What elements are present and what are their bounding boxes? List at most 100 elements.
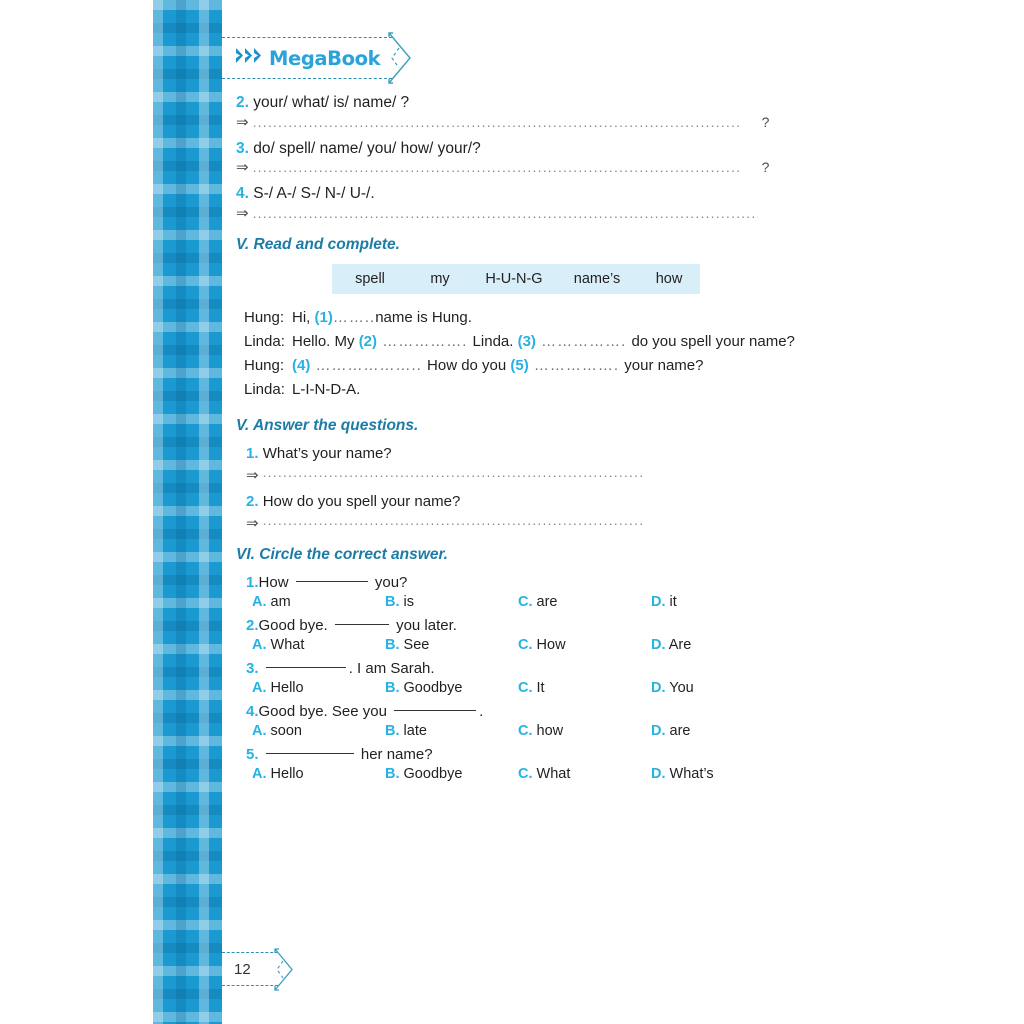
mcq-option-text: Hello bbox=[270, 679, 304, 696]
mcq-stem-after: you? bbox=[370, 573, 408, 591]
dialogue-blank-number[interactable]: (1) bbox=[314, 308, 333, 326]
mcq-blank[interactable] bbox=[295, 580, 368, 582]
section-heading-circle-answer: VI. Circle the correct answer. bbox=[236, 545, 448, 563]
mcq-option[interactable]: C. how bbox=[518, 723, 651, 739]
answer-dots: ........................................… bbox=[252, 159, 742, 175]
mcq-option[interactable]: D. it bbox=[651, 594, 784, 610]
mcq-option-letter: D. bbox=[651, 679, 666, 696]
mcq-stem-after: . bbox=[479, 702, 484, 720]
answer-dots: ........................................… bbox=[252, 113, 742, 130]
dialogue-dots[interactable]: ……………….. bbox=[310, 357, 428, 375]
mcq-option[interactable]: A. Hello bbox=[252, 680, 385, 696]
mcq-stem-after: her name? bbox=[356, 745, 433, 763]
mcq-stem-before bbox=[259, 660, 263, 677]
mcq-option-text: is bbox=[403, 593, 415, 610]
dialogue-blank-number[interactable]: (3) bbox=[517, 332, 536, 350]
mcq-option-letter: C. bbox=[518, 593, 533, 610]
mcq-option-letter: C. bbox=[518, 765, 533, 782]
dialogue-dots[interactable]: ……………. bbox=[535, 332, 632, 350]
mcq-option-letter: C. bbox=[518, 679, 533, 696]
answer-line[interactable]: ⇒ ......................................… bbox=[236, 113, 936, 131]
dialogue-part: L-I-N-D-A. bbox=[292, 381, 361, 399]
ribbon-tail-icon bbox=[388, 31, 424, 85]
mcq-option[interactable]: C. It bbox=[518, 680, 651, 696]
mcq-option-letter: A. bbox=[252, 679, 267, 696]
question-line: 1. What’s your name? bbox=[246, 445, 936, 462]
mcq-option[interactable]: A. am bbox=[252, 594, 385, 610]
mcq-stem: 5. her name? bbox=[246, 746, 936, 763]
mcq-blank[interactable] bbox=[265, 752, 354, 754]
mcq-stem: 1.How you? bbox=[246, 574, 936, 591]
mcq-option[interactable]: B. See bbox=[385, 637, 518, 653]
mcq-stem-before bbox=[259, 746, 263, 763]
mcq-blank[interactable] bbox=[394, 709, 477, 711]
dialogue-dots[interactable]: ……………. bbox=[528, 357, 625, 375]
dialogue-blank-number[interactable]: (5) bbox=[510, 357, 529, 375]
mcq-option-text: are bbox=[669, 722, 691, 739]
mcq-option[interactable]: D. You bbox=[651, 680, 784, 696]
answer-line[interactable]: ⇒ ......................................… bbox=[236, 204, 936, 222]
exercise-text: S-/ A-/ S-/ N-/ U-/. bbox=[253, 185, 375, 202]
word-bank-item: my bbox=[430, 270, 450, 287]
dialogue-blank-number[interactable]: (4) bbox=[292, 357, 311, 375]
mcq-blank[interactable] bbox=[334, 623, 389, 625]
mcq-option-text: soon bbox=[270, 722, 302, 739]
mcq-option-text: Goodbye bbox=[403, 765, 463, 782]
mcq-option[interactable]: B. Goodbye bbox=[385, 766, 518, 782]
dialogue-blank-number[interactable]: (2) bbox=[358, 332, 378, 350]
mcq-option[interactable]: D. What’s bbox=[651, 766, 784, 782]
mcq-option[interactable]: D. Are bbox=[651, 637, 784, 653]
mcq-option[interactable]: B. late bbox=[385, 723, 518, 739]
exercise-prompt: 3. do/ spell/ name/ you/ how/ your/? bbox=[236, 139, 936, 157]
section-heading-read-and-complete: V. Read and complete. bbox=[236, 235, 400, 253]
mcq-option[interactable]: C. How bbox=[518, 637, 651, 653]
mcq-stem-before: How bbox=[258, 573, 293, 591]
exercise-text: your/ what/ is/ name/ ? bbox=[253, 94, 410, 111]
mcq-option[interactable]: A. What bbox=[252, 637, 385, 653]
mcq-option-letter: A. bbox=[252, 722, 267, 739]
mcq-option-letter: D. bbox=[651, 636, 666, 653]
dialogue-part: do you spell your name? bbox=[631, 332, 795, 350]
dialogue-line: Hung: (4) ……………….. How do you (5) ……………. … bbox=[244, 354, 936, 378]
answer-line[interactable]: ⇒.......................................… bbox=[246, 464, 936, 484]
dialogue-speaker: Linda: bbox=[244, 381, 285, 399]
mcq-option[interactable]: C. What bbox=[518, 766, 651, 782]
mcq-stem-before: Good bye. See you bbox=[258, 702, 392, 720]
mcq-option-text: What’s bbox=[669, 765, 714, 782]
dialogue-line: Hung: Hi, (1)……..name is Hung. bbox=[244, 306, 936, 330]
double-arrow-right-icon: ⇒ bbox=[246, 514, 259, 532]
mcq-option[interactable]: D. are bbox=[651, 723, 784, 739]
word-bank: spell my H-U-N-G name’s how bbox=[332, 263, 700, 294]
ribbon-tail-icon bbox=[274, 947, 304, 992]
exercise-text: do/ spell/ name/ you/ how/ your/? bbox=[253, 139, 481, 157]
mcq-option-text: it bbox=[669, 593, 677, 610]
logo-text: MegaBook bbox=[269, 46, 381, 70]
mcq-option[interactable]: A. soon bbox=[252, 723, 385, 739]
question-number: 1. bbox=[246, 444, 259, 462]
mcq-option[interactable]: B. Goodbye bbox=[385, 680, 518, 696]
dialogue-part: your name? bbox=[624, 357, 704, 375]
dialogue-part: name is Hung. bbox=[375, 308, 472, 326]
mcq-option[interactable]: B. is bbox=[385, 594, 518, 610]
mcq-option[interactable]: C. are bbox=[518, 594, 651, 610]
mcq-stem: 2.Good bye. you later. bbox=[246, 617, 936, 634]
mcq-options: A. What B. See C. How D. Are bbox=[252, 637, 936, 653]
mcq-option-text: You bbox=[669, 679, 694, 696]
mcq-option-letter: A. bbox=[252, 593, 267, 610]
mcq-stem: 3. . I am Sarah. bbox=[246, 660, 936, 677]
header-ribbon-body: MegaBook bbox=[222, 37, 392, 79]
mcq-option-text: how bbox=[536, 722, 564, 739]
mcq-stem: 4.Good bye. See you . bbox=[246, 703, 936, 720]
answer-dots: ........................................… bbox=[262, 463, 645, 480]
dialogue-dots[interactable]: …….. bbox=[332, 308, 376, 326]
mcq-option[interactable]: A. Hello bbox=[252, 766, 385, 782]
dialogue-part: Linda. bbox=[472, 332, 518, 350]
dialogue-dots[interactable]: ……………. bbox=[377, 332, 473, 350]
word-bank-item: H-U-N-G bbox=[485, 270, 543, 287]
answer-line[interactable]: ⇒ ......................................… bbox=[236, 158, 936, 176]
dialogue-line: Linda: L-I-N-D-A. bbox=[244, 378, 936, 402]
mcq-number: 5. bbox=[246, 745, 259, 763]
answer-line[interactable]: ⇒.......................................… bbox=[246, 512, 936, 532]
mcq-blank[interactable] bbox=[265, 666, 346, 668]
word-bank-item: spell bbox=[355, 270, 385, 287]
